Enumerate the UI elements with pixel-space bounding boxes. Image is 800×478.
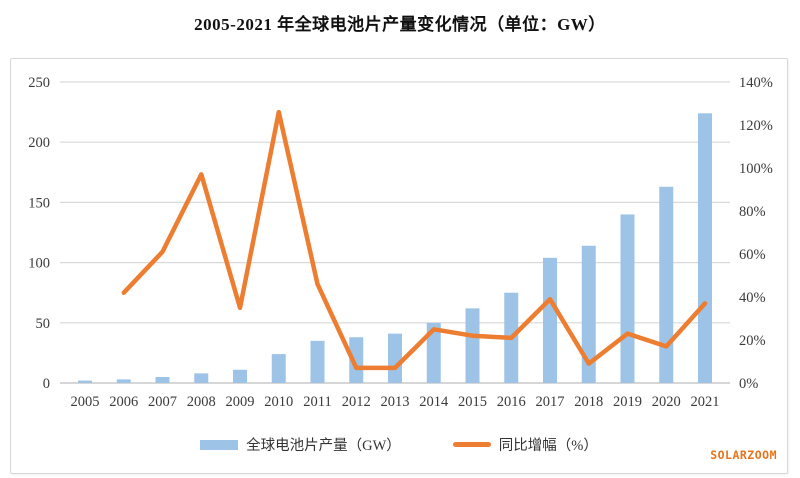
production-bar	[659, 186, 674, 383]
production-bar	[698, 113, 712, 383]
production-bar	[581, 245, 596, 383]
chart-legend: 全球电池片产量（GW） 同比增幅（%）	[11, 434, 787, 455]
right-axis-tick-label: 0%	[739, 376, 758, 392]
left-axis-tick-label: 250	[28, 75, 50, 91]
production-bar	[78, 380, 92, 383]
line-series-swatch	[452, 442, 491, 447]
production-bar	[349, 337, 364, 383]
x-axis-tick-label: 2018	[574, 394, 603, 410]
legend-item-production: 全球电池片产量（GW）	[200, 434, 401, 455]
x-axis-tick-label: 2012	[342, 394, 371, 410]
right-axis-tick-label: 60%	[739, 247, 766, 263]
chart-frame: 0 50 100 150 200 250 0% 20% 40% 60% 80% 100% 120% 140…	[10, 58, 788, 474]
production-bar	[233, 369, 247, 383]
production-bar	[620, 214, 635, 383]
x-axis-tick-label: 2007	[148, 394, 177, 410]
production-bar	[116, 379, 131, 383]
watermark: SOLARZOOM	[710, 448, 777, 462]
production-bar	[388, 333, 402, 383]
legend-item-growth: 同比增幅（%）	[452, 434, 598, 455]
x-axis-tick-label: 2009	[226, 394, 255, 410]
x-axis-tick-label: 2017	[536, 394, 565, 410]
production-bar	[155, 376, 170, 383]
x-axis-tick-label: 2021	[691, 394, 720, 410]
x-axis-tick-label: 2016	[497, 394, 526, 410]
right-axis-tick-label: 120%	[739, 118, 773, 134]
x-axis-tick-label: 2006	[109, 394, 138, 410]
right-axis-tick-label: 140%	[739, 75, 773, 91]
left-axis-tick-label: 0	[43, 376, 50, 392]
left-axis-tick-label: 200	[28, 135, 50, 151]
x-axis-tick-label: 2005	[71, 394, 100, 410]
growth-line	[121, 109, 708, 371]
legend-line-label: 同比增幅（%）	[498, 438, 598, 454]
right-axis-tick-label: 20%	[739, 333, 766, 349]
x-axis-tick-label: 2014	[419, 394, 449, 410]
production-bar	[543, 257, 557, 383]
right-axis-tick-label: 80%	[739, 204, 766, 220]
left-axis-tick-label: 150	[28, 195, 50, 211]
production-bar	[271, 354, 286, 383]
x-axis-tick-label: 2008	[187, 394, 216, 410]
x-axis-tick-label: 2013	[381, 394, 410, 410]
right-axis-tick-label: 100%	[739, 161, 773, 177]
plot-svg: 0 50 100 150 200 250 0% 20% 40% 60% 80% 100% 120% 140…	[28, 75, 773, 410]
right-axis-tick-label: 40%	[739, 290, 766, 306]
production-bar	[194, 373, 209, 383]
chart-title: 2005-2021 年全球电池片产量变化情况（单位：GW）	[194, 15, 606, 34]
x-axis-tick-label: 2020	[652, 394, 681, 410]
production-bar	[465, 308, 480, 383]
legend-bars-label: 全球电池片产量（GW）	[246, 438, 401, 454]
x-axis-tick-label: 2015	[458, 394, 487, 410]
x-axis-tick-label: 2019	[613, 394, 642, 410]
production-bar	[310, 340, 325, 383]
bar-series-swatch	[200, 439, 239, 450]
x-axis-tick-label: 2010	[264, 394, 293, 410]
x-axis-tick-label: 2011	[303, 394, 331, 410]
left-axis-tick-label: 50	[36, 316, 51, 332]
production-bar	[426, 322, 441, 383]
left-axis-tick-label: 100	[28, 256, 50, 272]
